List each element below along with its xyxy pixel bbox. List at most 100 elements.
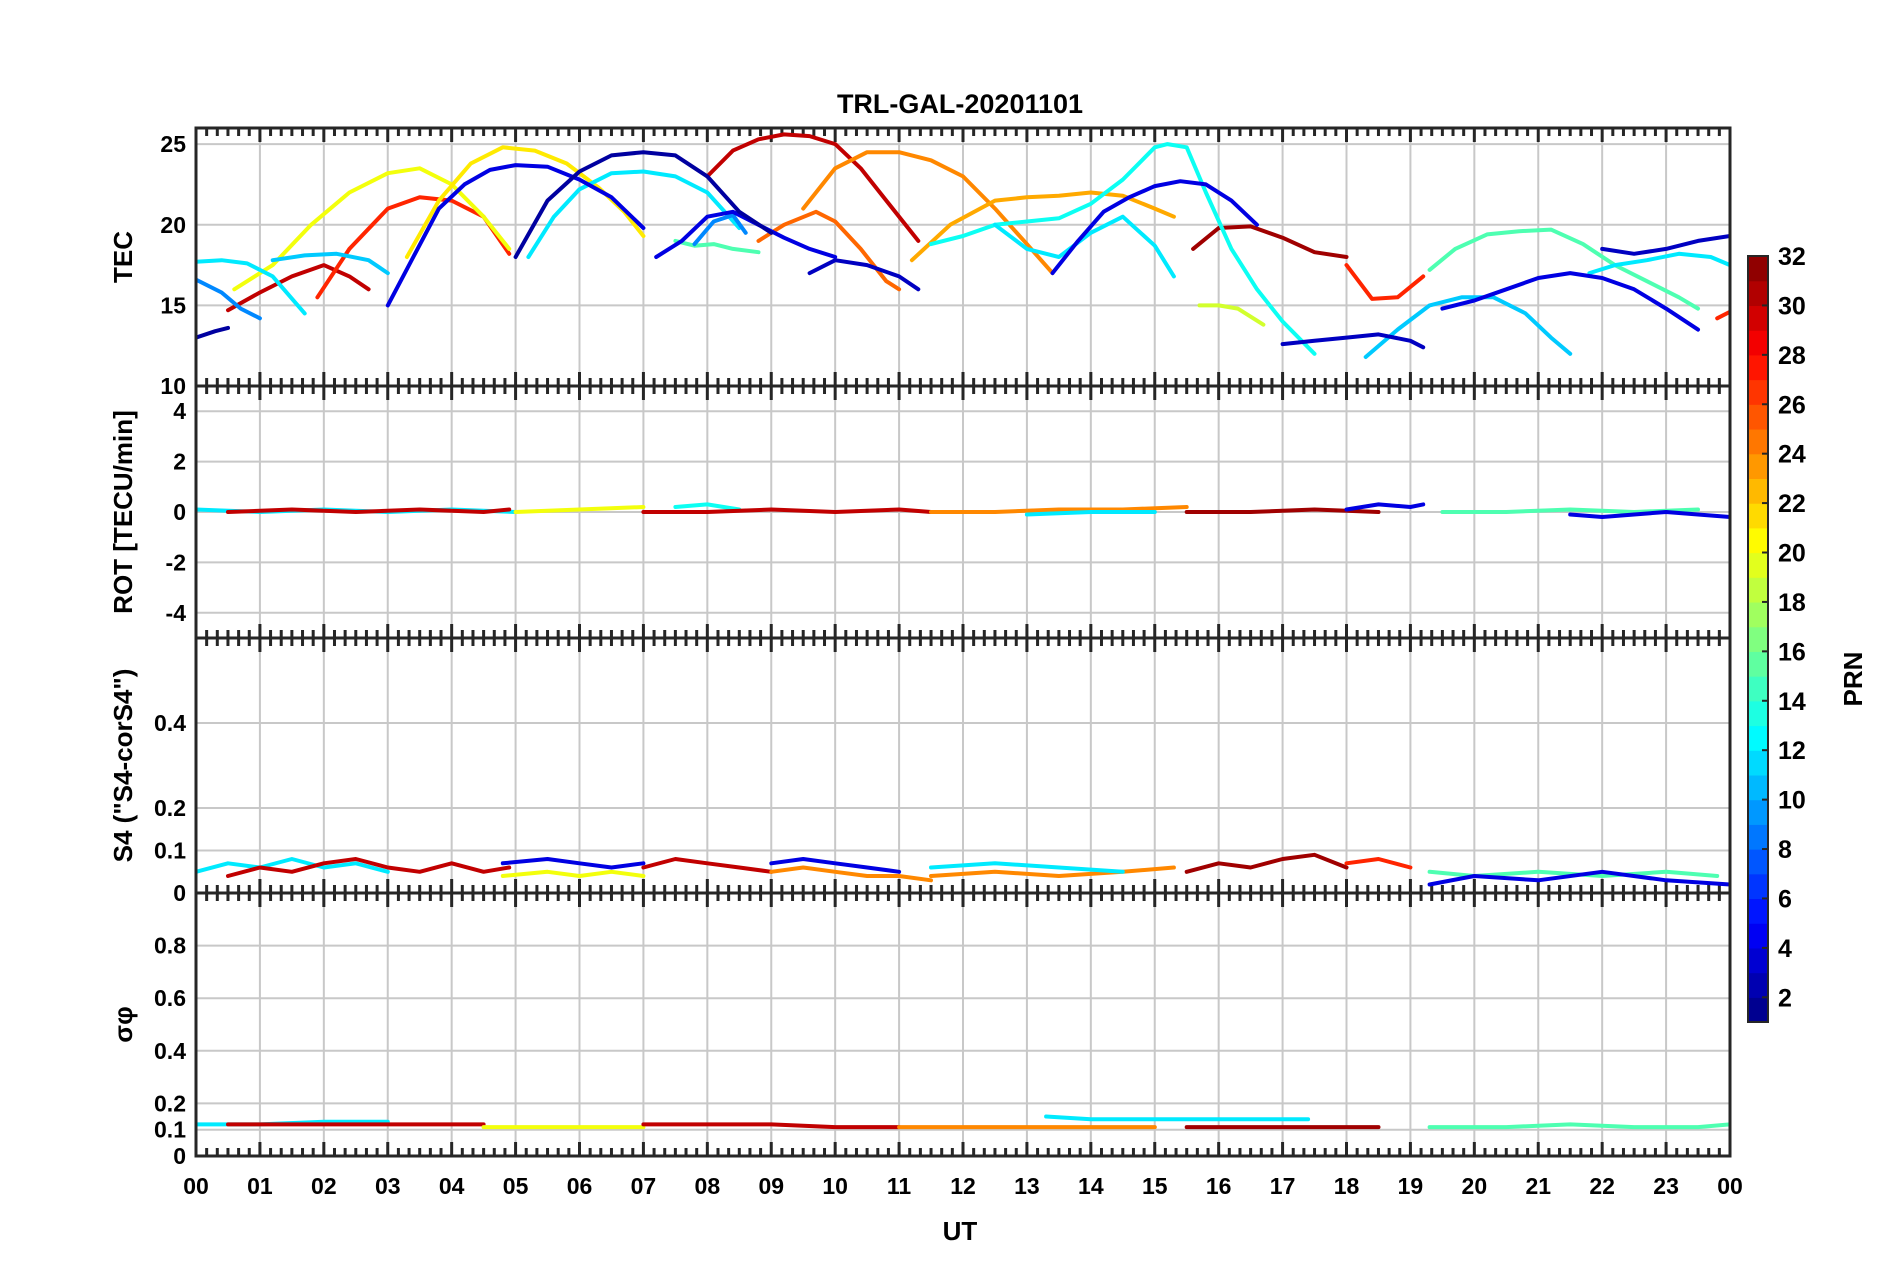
- series-line-prn-30: [226, 263, 371, 313]
- colorbar-segment: [1748, 503, 1768, 529]
- x-tick-label: 06: [567, 1173, 593, 1199]
- x-tick-label: 16: [1206, 1173, 1232, 1199]
- series-line-prn-4: [1440, 271, 1700, 332]
- colorbar-segment: [1748, 947, 1768, 974]
- x-tick-label: 09: [758, 1173, 784, 1199]
- colorbar-tick-label: 24: [1778, 441, 1806, 469]
- colorbar-segment: [1748, 824, 1768, 850]
- series-line-prn-2: [513, 150, 774, 259]
- x-tick-label: 20: [1462, 1173, 1488, 1199]
- colorbar-tick-label: 30: [1778, 292, 1806, 320]
- y-tick-label: -2: [166, 549, 186, 575]
- colorbar-tick-label: 10: [1778, 787, 1806, 815]
- y-axis-label: TEC: [108, 231, 138, 283]
- series-line-prn-25: [756, 209, 902, 292]
- series-line-prn-12: [1024, 510, 1157, 517]
- x-tick-label: 23: [1653, 1173, 1679, 1199]
- series-line-prn-3: [807, 258, 921, 292]
- y-tick-label: 0.6: [154, 985, 186, 1011]
- colorbar-tick-label: 2: [1778, 984, 1792, 1012]
- colorbar-tick-label: 26: [1778, 391, 1806, 419]
- y-tick-label: 0.4: [154, 1038, 186, 1064]
- colorbar-segment: [1748, 527, 1768, 554]
- series-line-prn-24: [929, 505, 1189, 514]
- series-line-prn-30: [226, 507, 512, 514]
- series-line-prn-30: [641, 1122, 902, 1130]
- series-line-prn-4: [1050, 179, 1259, 276]
- colorbar-segment: [1748, 305, 1768, 331]
- y-tick-label: 0: [173, 499, 186, 525]
- y-tick-label: 0: [173, 880, 186, 906]
- x-tick-label: 00: [1717, 1173, 1743, 1199]
- colorbar-segment: [1748, 700, 1768, 727]
- y-tick-label: 25: [160, 131, 186, 157]
- x-tick-label: 03: [375, 1173, 401, 1199]
- colorbar-tick-label: 4: [1778, 935, 1792, 963]
- colorbar-label: PRN: [1838, 652, 1868, 707]
- y-tick-label: 20: [160, 212, 186, 238]
- series-line-prn-24: [769, 865, 933, 883]
- y-tick-label: 0.2: [154, 795, 186, 821]
- series-line-prn-4: [385, 163, 646, 308]
- colorbar-segment: [1748, 651, 1768, 677]
- colorbar-tick-label: 12: [1778, 737, 1806, 765]
- y-tick-label: 10: [160, 373, 186, 399]
- x-tick-label: 22: [1589, 1173, 1615, 1199]
- y-tick-label: 0.4: [154, 710, 186, 736]
- colorbar-segment: [1748, 626, 1768, 652]
- colorbar-segment: [1748, 799, 1768, 825]
- x-tick-label: 01: [247, 1173, 273, 1199]
- colorbar-segment: [1748, 997, 1768, 1023]
- series-line-prn-19: [1197, 303, 1266, 327]
- series-line-prn-12: [929, 861, 1125, 874]
- colorbar-segment: [1748, 478, 1768, 504]
- colorbar-segment: [1748, 354, 1768, 381]
- colorbar-tick-label: 8: [1778, 836, 1792, 864]
- series-line-prn-31: [1184, 852, 1349, 874]
- series-group: [196, 852, 1730, 887]
- series-line-prn-9: [196, 277, 262, 321]
- series-line-prn-30: [705, 132, 921, 243]
- series-line-prn-12: [196, 857, 390, 874]
- series-line-prn-2: [196, 325, 230, 340]
- colorbar-segment: [1748, 379, 1768, 405]
- x-tick-label: 07: [631, 1173, 657, 1199]
- series-line-prn-12: [1044, 1114, 1311, 1122]
- panel-2: 0 0.1 0.2 0.4 S4 ("S4-corS4"): [108, 636, 1732, 906]
- series-line-prn-15: [673, 238, 761, 255]
- series-line-prn-4: [1568, 510, 1730, 519]
- colorbar-tick-label: 28: [1778, 342, 1806, 370]
- colorbar-tick-label: 6: [1778, 885, 1792, 913]
- y-axis-label: σφ: [108, 1006, 138, 1042]
- series-line-prn-27: [1715, 309, 1730, 321]
- series-group: [196, 502, 1730, 519]
- x-axis-label: UT: [943, 1216, 978, 1246]
- x-tick-label: 02: [311, 1173, 337, 1199]
- series-line-prn-30: [226, 857, 512, 878]
- colorbar-tick-label: 16: [1778, 638, 1806, 666]
- x-tick-label: 00: [183, 1173, 209, 1199]
- y-tick-label: 4: [173, 398, 186, 424]
- colorbar-segment: [1748, 404, 1768, 430]
- colorbar-segment: [1748, 898, 1768, 924]
- series-line-prn-12: [196, 258, 307, 316]
- series-line-prn-4: [1427, 869, 1730, 887]
- colorbar-segment: [1748, 256, 1768, 282]
- series-line-prn-4: [1344, 502, 1426, 512]
- series-line-prn-12: [1587, 251, 1730, 276]
- y-axis-label: S4 ("S4-corS4"): [108, 669, 138, 863]
- colorbar-tick-label: 14: [1778, 688, 1806, 716]
- series-line-prn-30: [641, 857, 774, 874]
- series-line-prn-15: [1427, 1122, 1730, 1130]
- series-group: [196, 1114, 1730, 1130]
- series-line-prn-30: [641, 507, 933, 514]
- series-line-prn-11: [270, 251, 390, 276]
- series-line-prn-9: [692, 213, 748, 247]
- colorbar-segment: [1748, 725, 1768, 751]
- y-tick-label: 15: [160, 292, 186, 318]
- axes-frame: [194, 891, 1732, 1158]
- y-tick-label: 2: [173, 449, 186, 475]
- series-line-prn-4: [500, 857, 646, 870]
